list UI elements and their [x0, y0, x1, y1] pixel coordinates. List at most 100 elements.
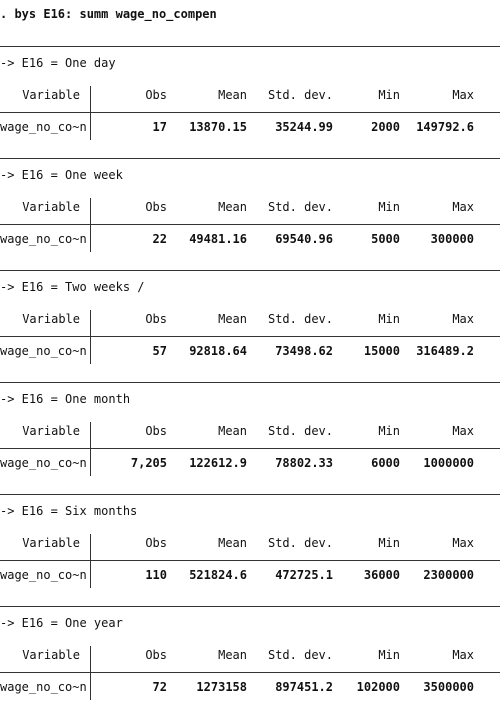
header-variable: Variable: [22, 88, 80, 102]
summary-group: -> E16 = One month Variable Obs Mean Std…: [0, 382, 500, 494]
cell-mean: 1273158: [196, 680, 247, 694]
cell-max: 3500000: [423, 680, 474, 694]
header-rule: [0, 560, 500, 561]
header-row: Variable Obs Mean Std. dev. Min Max: [0, 88, 500, 108]
cell-obs: 57: [152, 344, 167, 358]
header-std-dev: Std. dev.: [267, 312, 333, 326]
group-title: -> E16 = Six months: [0, 504, 138, 518]
header-std-dev: Std. dev.: [267, 648, 333, 662]
header-variable: Variable: [22, 536, 80, 550]
header-variable: Variable: [22, 424, 80, 438]
header-max: Max: [452, 312, 474, 326]
cell-std-dev: 78802.33: [275, 456, 333, 470]
column-divider: [90, 86, 91, 112]
cell-std-dev: 73498.62: [275, 344, 333, 358]
cell-variable: wage_no_co~n: [0, 232, 87, 246]
cell-variable: wage_no_co~n: [0, 680, 87, 694]
data-row: wage_no_co~n 7,205 122612.9 78802.33 600…: [0, 456, 500, 476]
header-row: Variable Obs Mean Std. dev. Min Max: [0, 424, 500, 444]
cell-min: 5000: [371, 232, 400, 246]
cell-std-dev: 35244.99: [275, 120, 333, 134]
header-obs: Obs: [145, 424, 167, 438]
header-max: Max: [452, 200, 474, 214]
cell-mean: 122612.9: [189, 456, 247, 470]
group-separator: [0, 158, 500, 159]
cell-min: 36000: [363, 568, 400, 582]
header-variable: Variable: [22, 648, 80, 662]
summary-group: -> E16 = One year Variable Obs Mean Std.…: [0, 606, 500, 718]
header-rule: [0, 448, 500, 449]
header-max: Max: [452, 424, 474, 438]
column-divider: [90, 560, 91, 588]
header-variable: Variable: [22, 200, 80, 214]
cell-max: 300000: [430, 232, 474, 246]
header-mean: Mean: [218, 424, 247, 438]
cell-variable: wage_no_co~n: [0, 120, 87, 134]
cell-variable: wage_no_co~n: [0, 344, 87, 358]
group-title: -> E16 = Two weeks /: [0, 280, 145, 294]
column-divider: [90, 534, 91, 560]
header-std-dev: Std. dev.: [267, 200, 333, 214]
group-separator: [0, 46, 500, 47]
summary-group: -> E16 = One week Variable Obs Mean Std.…: [0, 158, 500, 270]
cell-obs: 17: [152, 120, 167, 134]
header-mean: Mean: [218, 648, 247, 662]
header-min: Min: [378, 312, 400, 326]
group-separator: [0, 606, 500, 607]
cell-obs: 22: [152, 232, 167, 246]
summary-group: -> E16 = One day Variable Obs Mean Std. …: [0, 46, 500, 158]
header-min: Min: [378, 536, 400, 550]
data-row: wage_no_co~n 110 521824.6 472725.1 36000…: [0, 568, 500, 588]
header-max: Max: [452, 88, 474, 102]
header-min: Min: [378, 200, 400, 214]
group-title: -> E16 = One day: [0, 56, 116, 70]
header-rule: [0, 336, 500, 337]
column-divider: [90, 310, 91, 336]
column-divider: [90, 336, 91, 364]
cell-min: 15000: [363, 344, 400, 358]
header-rule: [0, 224, 500, 225]
group-title: -> E16 = One year: [0, 616, 123, 630]
cell-mean: 92818.64: [189, 344, 247, 358]
cell-max: 316489.2: [416, 344, 474, 358]
header-row: Variable Obs Mean Std. dev. Min Max: [0, 648, 500, 668]
data-row: wage_no_co~n 57 92818.64 73498.62 15000 …: [0, 344, 500, 364]
header-std-dev: Std. dev.: [267, 88, 333, 102]
column-divider: [90, 448, 91, 476]
header-obs: Obs: [145, 88, 167, 102]
cell-std-dev: 897451.2: [275, 680, 333, 694]
header-max: Max: [452, 536, 474, 550]
header-mean: Mean: [218, 88, 247, 102]
data-row: wage_no_co~n 22 49481.16 69540.96 5000 3…: [0, 232, 500, 252]
cell-variable: wage_no_co~n: [0, 568, 87, 582]
summary-group: -> E16 = Six months Variable Obs Mean St…: [0, 494, 500, 606]
cell-mean: 521824.6: [189, 568, 247, 582]
header-rule: [0, 672, 500, 673]
column-divider: [90, 672, 91, 700]
header-mean: Mean: [218, 536, 247, 550]
column-divider: [90, 422, 91, 448]
header-row: Variable Obs Mean Std. dev. Min Max: [0, 312, 500, 332]
cell-max: 2300000: [423, 568, 474, 582]
header-obs: Obs: [145, 536, 167, 550]
header-variable: Variable: [22, 312, 80, 326]
column-divider: [90, 112, 91, 140]
group-title: -> E16 = One month: [0, 392, 131, 406]
header-rule: [0, 112, 500, 113]
cell-min: 6000: [371, 456, 400, 470]
cell-max: 149792.6: [416, 120, 474, 134]
header-row: Variable Obs Mean Std. dev. Min Max: [0, 536, 500, 556]
header-std-dev: Std. dev.: [267, 536, 333, 550]
group-separator: [0, 270, 500, 271]
header-obs: Obs: [145, 200, 167, 214]
command-line: . bys E16: summ wage_no_compen: [0, 7, 217, 21]
column-divider: [90, 224, 91, 252]
header-min: Min: [378, 424, 400, 438]
cell-obs: 7,205: [130, 456, 167, 470]
cell-std-dev: 472725.1: [275, 568, 333, 582]
header-std-dev: Std. dev.: [267, 424, 333, 438]
header-mean: Mean: [218, 200, 247, 214]
header-min: Min: [378, 88, 400, 102]
cell-max: 1000000: [423, 456, 474, 470]
cell-min: 102000: [356, 680, 400, 694]
